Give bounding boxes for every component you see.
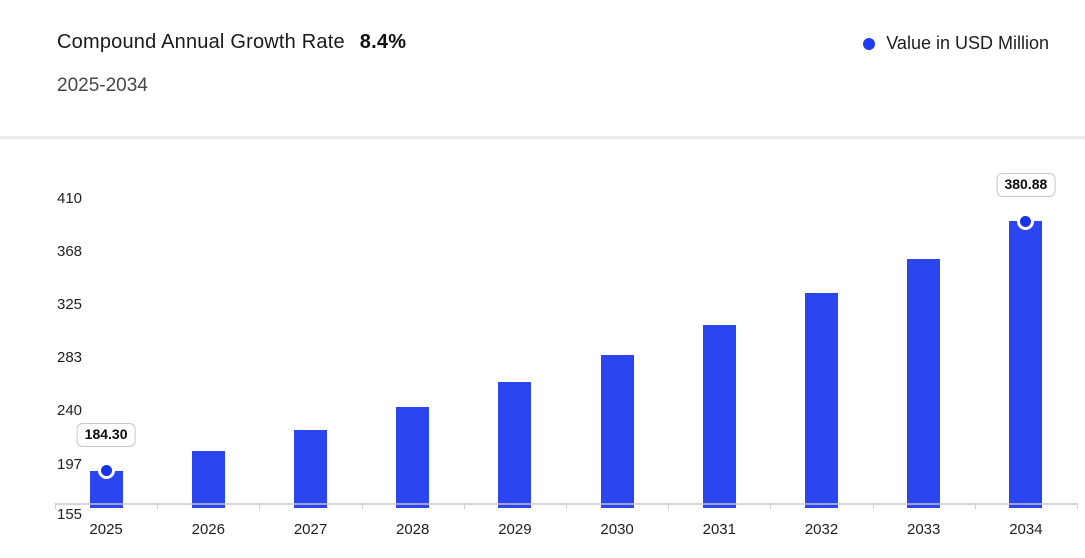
bar-base-stripe <box>191 502 225 505</box>
bar-2026[interactable] <box>191 451 225 508</box>
header-divider <box>0 136 1085 139</box>
value-label: 184.30 <box>76 422 136 447</box>
x-axis-tick-mark <box>55 503 56 509</box>
x-axis-tick-mark <box>361 503 363 509</box>
x-axis-tick-label: 2031 <box>702 521 736 538</box>
x-axis-tick-mark <box>770 503 772 509</box>
bar-2031[interactable] <box>702 325 736 508</box>
x-axis-tick-label: 2027 <box>293 521 328 538</box>
legend-dot-icon <box>863 37 876 50</box>
x-axis-tick-mark <box>566 503 567 509</box>
y-axis-tick-label: 410 <box>57 190 83 207</box>
bar-base-stripe <box>702 502 736 505</box>
bar-base-stripe <box>294 502 327 505</box>
cagr-value: 8.4% <box>359 31 407 53</box>
value-label: 380.88 <box>996 173 1056 198</box>
bar-2027[interactable] <box>294 429 327 508</box>
data-point-marker <box>97 462 115 480</box>
legend-label: Value in USD Million <box>886 33 1049 53</box>
x-axis-tick-mark <box>259 503 261 509</box>
bar-base-stripe <box>907 502 941 505</box>
bar-2033[interactable] <box>907 258 941 508</box>
bar-base-stripe <box>600 502 634 505</box>
data-point-marker <box>1017 212 1035 230</box>
bar-2028[interactable] <box>396 406 430 508</box>
x-axis-tick-mark <box>157 503 159 509</box>
bar-base-stripe <box>396 502 430 505</box>
legend-item[interactable]: Value in USD Million <box>863 33 1049 54</box>
y-axis-tick-label: 197 <box>57 456 83 473</box>
x-axis-tick-label: 2030 <box>600 521 634 538</box>
y-axis-tick-label: 155 <box>57 506 83 523</box>
y-axis-tick-label: 240 <box>57 402 83 419</box>
chart-title-row: Compound Annual Growth Rate 8.4% <box>57 31 406 54</box>
bar-2034[interactable] <box>1009 221 1043 508</box>
x-axis-tick-mark <box>1077 503 1078 509</box>
bar-base-stripe <box>498 502 532 505</box>
x-axis-tick-label: 2034 <box>1009 521 1043 538</box>
x-axis-tick-label: 2028 <box>396 521 430 538</box>
x-axis-tick-mark <box>668 503 670 509</box>
y-axis-tick-label: 325 <box>57 296 83 313</box>
x-axis-tick-label: 2025 <box>89 521 123 538</box>
bar-base-stripe <box>89 502 123 505</box>
chart-subtitle: 2025-2034 <box>57 75 148 96</box>
bar-2029[interactable] <box>498 381 532 508</box>
x-axis-tick-label: 2026 <box>191 521 225 538</box>
x-axis-tick-mark <box>872 503 874 509</box>
bar-base-stripe <box>1009 502 1043 505</box>
x-axis-tick-label: 2032 <box>804 521 839 538</box>
x-axis-tick-mark <box>463 503 465 509</box>
bar-2030[interactable] <box>600 354 634 508</box>
chart-title: Compound Annual Growth Rate <box>57 31 345 53</box>
x-axis-tick-label: 2029 <box>498 521 532 538</box>
x-axis-tick-label: 2033 <box>907 521 941 538</box>
bar-base-stripe <box>805 502 838 505</box>
bar-2032[interactable] <box>805 293 838 508</box>
x-axis-tick-mark <box>974 503 976 509</box>
y-axis-tick-label: 283 <box>57 349 83 366</box>
y-axis-tick-label: 368 <box>57 243 83 260</box>
